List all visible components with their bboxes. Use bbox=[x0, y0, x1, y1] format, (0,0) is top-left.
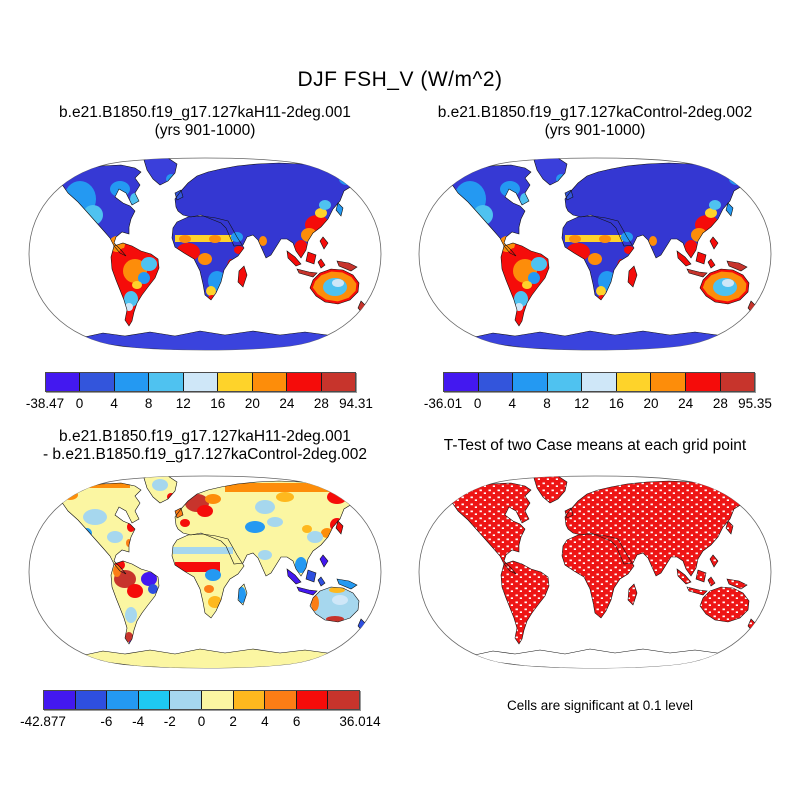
panel-title-bottom-right: T-Test of two Case means at each grid po… bbox=[415, 437, 775, 455]
diff-title-line1: b.e21.B1850.f19_g17.127kaH11-2deg.001 bbox=[59, 428, 351, 445]
colorbar-tick-label: 8 bbox=[543, 396, 551, 411]
colorbar-segment bbox=[321, 373, 355, 391]
colorbar-segment bbox=[201, 691, 234, 709]
colorbar-tick-label: 6 bbox=[292, 714, 301, 729]
colorbar-top-left-segments bbox=[45, 372, 356, 392]
colorbar-segment bbox=[80, 373, 115, 391]
colorbar-tick-label: 95.35 bbox=[738, 396, 772, 411]
colorbar-segment bbox=[138, 691, 171, 709]
significance-note: Cells are significant at 0.1 level bbox=[506, 698, 694, 713]
colorbar-tick-label: 28 bbox=[313, 396, 329, 411]
case2-name: b.e21.B1850.f19_g17.127kaControl-2deg.00… bbox=[437, 104, 753, 121]
colorbar-top-right-segments bbox=[443, 372, 755, 392]
colorbar-tick-label: -36.01 bbox=[423, 396, 463, 411]
ttest-title: T-Test of two Case means at each grid po… bbox=[443, 437, 747, 454]
panel-title-top-left: b.e21.B1850.f19_g17.127kaH11-2deg.001 (y… bbox=[25, 104, 385, 140]
colorbar-segment bbox=[170, 691, 202, 709]
colorbar-bottom-left-segments bbox=[43, 690, 360, 710]
panel-title-bottom-left: b.e21.B1850.f19_g17.127kaH11-2deg.001 - … bbox=[15, 428, 395, 464]
colorbar-tick-label: -38.47 bbox=[25, 396, 65, 411]
colorbar-segment bbox=[651, 373, 686, 391]
colorbar-segment bbox=[265, 691, 297, 709]
colorbar-tick-label: -4 bbox=[132, 714, 145, 729]
colorbar-tick-label: 28 bbox=[712, 396, 728, 411]
robinson-map-ttest-svg bbox=[415, 466, 775, 678]
colorbar-segment bbox=[513, 373, 548, 391]
colorbar-tick-label: 0 bbox=[473, 396, 482, 411]
case2-years: (yrs 901-1000) bbox=[544, 122, 646, 139]
colorbar-segment bbox=[183, 373, 219, 391]
colorbar-segment bbox=[233, 691, 266, 709]
robinson-map-case1-svg bbox=[25, 148, 385, 360]
colorbar-segment bbox=[296, 691, 329, 709]
colorbar-segment bbox=[75, 691, 108, 709]
colorbar-tick-label: 4 bbox=[508, 396, 517, 411]
colorbar-tick-label: 12 bbox=[175, 396, 191, 411]
colorbar-top-left: -38.47 0 4 8 12 16 20 24 28 94.31 bbox=[26, 372, 373, 411]
colorbar-top-left-labels: -38.47 0 4 8 12 16 20 24 28 94.31 bbox=[26, 392, 373, 411]
colorbar-segment bbox=[547, 373, 583, 391]
robinson-map-difference-svg bbox=[25, 466, 385, 678]
colorbar-segment bbox=[616, 373, 652, 391]
figure-title: DJF FSH_V (W/m^2) bbox=[297, 68, 503, 91]
colorbar-segment bbox=[444, 373, 479, 391]
world-map-difference bbox=[25, 466, 385, 678]
world-map-case2 bbox=[415, 148, 775, 360]
colorbar-tick-label: 20 bbox=[244, 396, 260, 411]
colorbar-tick-label: 4 bbox=[110, 396, 118, 411]
colorbar-tick-label: 2 bbox=[229, 714, 237, 729]
colorbar-tick-label: 20 bbox=[643, 396, 659, 411]
colorbar-tick-label: 16 bbox=[210, 396, 226, 411]
colorbar-segment bbox=[720, 373, 755, 391]
world-map-case1 bbox=[25, 148, 385, 360]
colorbar-segment bbox=[287, 373, 322, 391]
colorbar-segment bbox=[478, 373, 514, 391]
colorbar-bottom-left: -42.877 -6 -4 -2 0 2 4 6 36.014 bbox=[20, 690, 381, 729]
colorbar-tick-label: 12 bbox=[574, 396, 590, 411]
colorbar-segment bbox=[44, 691, 76, 709]
colorbar-segment bbox=[114, 373, 150, 391]
colorbar-segment bbox=[685, 373, 721, 391]
world-map-ttest bbox=[415, 466, 775, 678]
colorbar-tick-label: 16 bbox=[608, 396, 624, 411]
colorbar-top-right-labels: -36.01 0 4 8 12 16 20 24 28 95.35 bbox=[424, 392, 772, 411]
colorbar-tick-label: 0 bbox=[197, 714, 206, 729]
colorbar-segment bbox=[328, 691, 359, 709]
colorbar-tick-label: -42.877 bbox=[20, 714, 66, 729]
colorbar-top-right: -36.01 0 4 8 12 16 20 24 28 95.35 bbox=[424, 372, 772, 411]
case1-years: (yrs 901-1000) bbox=[154, 122, 256, 139]
colorbar-segment bbox=[149, 373, 184, 391]
colorbar-tick-label: 94.31 bbox=[339, 396, 373, 411]
colorbar-segment bbox=[252, 373, 288, 391]
colorbar-tick-label: 24 bbox=[279, 396, 295, 411]
colorbar-segment bbox=[46, 373, 81, 391]
colorbar-tick-label: -2 bbox=[163, 714, 176, 729]
colorbar-segment bbox=[582, 373, 617, 391]
diff-title-line2: - b.e21.B1850.f19_g17.127kaControl-2deg.… bbox=[42, 446, 368, 463]
colorbar-segment bbox=[218, 373, 253, 391]
panel-title-top-right: b.e21.B1850.f19_g17.127kaControl-2deg.00… bbox=[415, 104, 775, 140]
case1-name: b.e21.B1850.f19_g17.127kaH11-2deg.001 bbox=[59, 104, 351, 121]
colorbar-tick-label: 24 bbox=[678, 396, 694, 411]
robinson-map-case2-svg bbox=[415, 148, 775, 360]
colorbar-tick-label: 0 bbox=[75, 396, 84, 411]
colorbar-segment bbox=[107, 691, 139, 709]
colorbar-tick-label: 8 bbox=[144, 396, 153, 411]
colorbar-tick-label: -6 bbox=[100, 714, 113, 729]
colorbar-tick-label: 36.014 bbox=[339, 714, 381, 729]
colorbar-tick-label: 4 bbox=[261, 714, 269, 729]
colorbar-bottom-left-labels: -42.877 -6 -4 -2 0 2 4 6 36.014 bbox=[20, 710, 381, 729]
